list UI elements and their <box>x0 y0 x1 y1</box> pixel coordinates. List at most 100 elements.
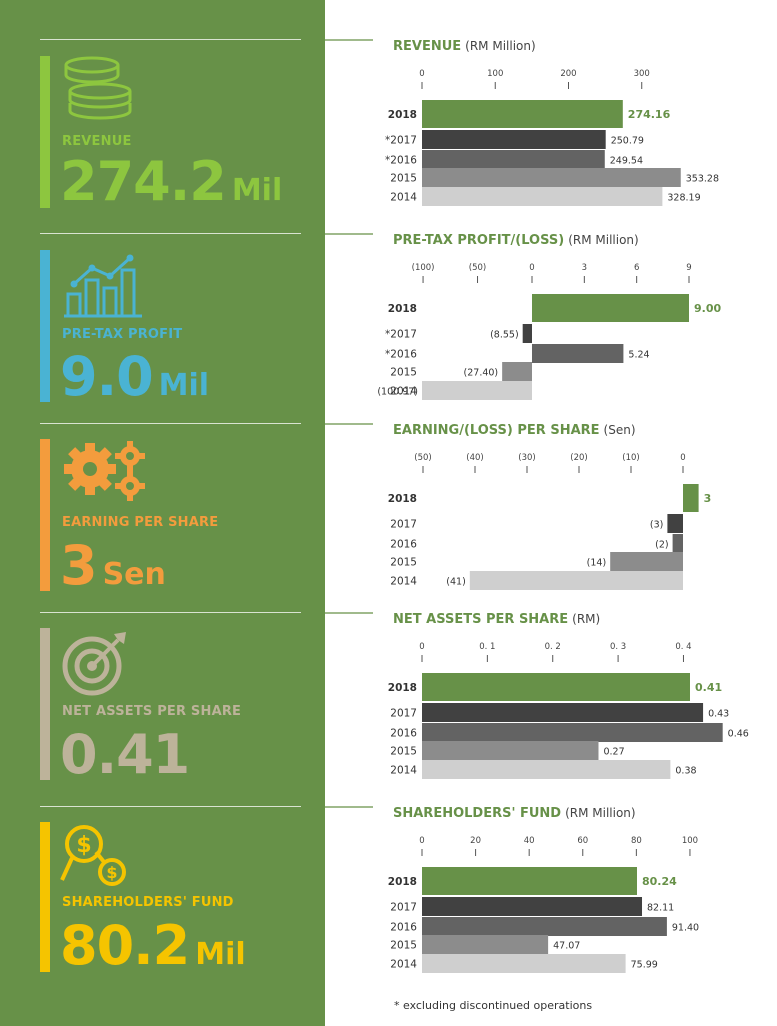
chart-title: EARNING/(LOSS) PER SHARE (Sen) <box>393 423 636 438</box>
category-label: 2018 <box>388 493 417 505</box>
dollar-magnifier-icon: $ $ <box>60 825 126 886</box>
pretax-profit-chart: PRE-TAX PROFIT/(LOSS) (RM Million) (100) (5… <box>325 233 721 400</box>
tick-label: 40 <box>524 836 535 846</box>
bar-2015 <box>422 741 599 760</box>
data-label: 353.28 <box>686 174 719 185</box>
data-label: 5.24 <box>628 350 649 361</box>
bar-2016 <box>422 150 605 169</box>
revenue-chart: REVENUE (RM Million) 0 100 200 300 2018 274.16 *… <box>325 39 719 206</box>
bar-2017 <box>422 703 704 722</box>
category-label: 2018 <box>388 109 417 121</box>
data-label: (3) <box>650 520 663 531</box>
kpi-value: 274.2 Mil <box>60 155 282 209</box>
data-label: 0.38 <box>675 766 696 777</box>
kpi-number: 0.41 <box>60 723 190 786</box>
tick-label: 80 <box>631 836 642 846</box>
bar-2017 <box>667 514 683 533</box>
category-label: 2018 <box>388 682 417 694</box>
category-label: 2015 <box>390 940 417 952</box>
category-label: 2017 <box>390 519 417 531</box>
category-label: 2017 <box>390 902 417 914</box>
gears-icon <box>64 441 145 501</box>
kpi-number: 9.0 <box>60 345 154 408</box>
tick-label: 0 <box>419 69 424 79</box>
bar-2017 <box>422 130 606 149</box>
kpi-revenue: REVENUE 274.2 Mil <box>0 56 325 209</box>
kpi-pretax-profit: PRE-TAX PROFIT 9.0 Mil <box>0 250 325 404</box>
bar-2018 <box>683 484 699 512</box>
chart-title: NET ASSETS PER SHARE (RM) <box>393 612 600 627</box>
bar-2014 <box>422 760 671 779</box>
chart-title-main: PRE-TAX PROFIT/(LOSS) <box>393 233 564 248</box>
data-label: 80.24 <box>642 875 677 888</box>
kpi-label: SHAREHOLDERS' FUND <box>62 895 234 910</box>
data-label: 0.41 <box>695 681 722 694</box>
tick-label: (20) <box>570 453 587 463</box>
chart-title-main: REVENUE <box>393 39 461 54</box>
kpi-accent-bar <box>40 822 50 972</box>
category-label: 2014 <box>390 192 417 204</box>
tick-label: 9 <box>686 263 691 273</box>
kpi-number: 80.2 <box>60 914 190 977</box>
category-label: 2016 <box>390 922 417 934</box>
tick-label: 0 <box>419 642 424 652</box>
data-label: 249.54 <box>610 156 643 167</box>
data-label: (8.55) <box>490 330 519 341</box>
data-label: 9.00 <box>694 302 721 315</box>
category-label: *2017 <box>385 135 417 147</box>
tick-label: 0 <box>529 263 534 273</box>
bar-2015 <box>610 552 683 571</box>
kpi-unit: Mil <box>231 173 283 208</box>
data-label: 3 <box>704 492 712 505</box>
data-label: (41) <box>446 577 466 588</box>
data-label: (27.40) <box>464 368 499 379</box>
tick-label: (40) <box>466 453 483 463</box>
kpi-unit: Mil <box>158 368 210 403</box>
kpi-label: NET ASSETS PER SHARE <box>62 704 242 719</box>
category-label: 2014 <box>390 959 417 971</box>
chart-title-main: NET ASSETS PER SHARE <box>393 612 568 627</box>
kpi-label: EARNING PER SHARE <box>62 515 219 530</box>
kpi-value: 80.2 Mil <box>60 919 246 973</box>
chart-title: REVENUE (RM Million) <box>393 39 536 54</box>
kpi-number: 3 <box>60 534 98 597</box>
data-label: 91.40 <box>672 923 699 934</box>
kpi-accent-bar <box>40 56 50 208</box>
kpi-separator <box>40 39 301 40</box>
tick-label: 0 <box>680 453 685 463</box>
chart-title: PRE-TAX PROFIT/(LOSS) (RM Million) <box>393 233 639 248</box>
bar-2018 <box>532 294 689 322</box>
bar-2015 <box>422 935 549 954</box>
category-label: *2017 <box>385 329 417 341</box>
svg-text:$: $ <box>106 863 117 882</box>
bar-2015 <box>502 362 532 381</box>
bar-2017 <box>522 324 532 343</box>
kpi-separator <box>40 423 301 424</box>
chart-title-unit: (Sen) <box>604 423 636 437</box>
kpi-accent-bar <box>40 250 50 402</box>
bar-2016 <box>532 344 624 363</box>
tick-label: 200 <box>560 69 576 79</box>
coins-icon <box>64 56 132 120</box>
tick-label: 6 <box>634 263 639 273</box>
chart-title-main: EARNING/(LOSS) PER SHARE <box>393 423 600 438</box>
data-label: 274.16 <box>628 108 671 121</box>
data-label: 0.46 <box>728 729 749 740</box>
bar-2017 <box>422 897 643 916</box>
tick-label: 60 <box>577 836 588 846</box>
rising-bar-chart-icon <box>64 254 142 318</box>
tick-label: 0. 3 <box>610 642 626 652</box>
category-label: 2014 <box>390 576 417 588</box>
category-label: 2015 <box>390 746 417 758</box>
tick-label: (30) <box>518 453 535 463</box>
kpi-value: 9.0 Mil <box>60 350 209 404</box>
bar-2018 <box>422 100 623 128</box>
chart-title-unit: (RM Million) <box>565 806 636 820</box>
data-label: 82.11 <box>647 903 674 914</box>
data-label: 328.19 <box>667 193 700 204</box>
net-assets-per-share-chart: NET ASSETS PER SHARE (RM) 0 0. 1 0. 2 0. 3 0. … <box>325 612 749 779</box>
kpi-net-assets-per-share: NET ASSETS PER SHARE 0.41 <box>0 628 325 782</box>
category-label: 2018 <box>388 876 417 888</box>
tick-label: 100 <box>682 836 698 846</box>
tick-label: 3 <box>582 263 587 273</box>
